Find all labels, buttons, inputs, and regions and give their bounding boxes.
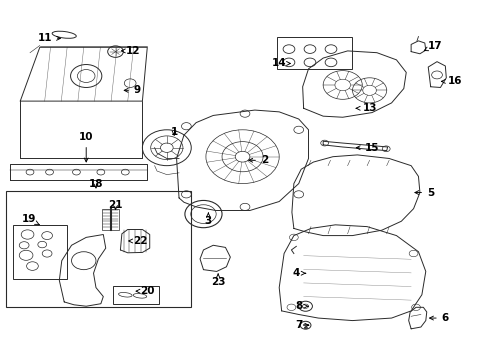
Text: 22: 22 <box>129 236 147 246</box>
Text: 20: 20 <box>136 286 154 296</box>
Text: 1: 1 <box>171 127 178 136</box>
Text: 21: 21 <box>108 200 123 210</box>
Text: 8: 8 <box>295 301 308 311</box>
Bar <box>13 225 67 279</box>
Text: 4: 4 <box>293 268 306 278</box>
Text: 13: 13 <box>356 103 377 113</box>
Bar <box>5 191 191 307</box>
Text: 19: 19 <box>22 215 39 225</box>
Text: 6: 6 <box>430 313 449 323</box>
Text: 7: 7 <box>295 320 309 330</box>
Text: 15: 15 <box>356 143 379 153</box>
Bar <box>277 37 352 69</box>
Text: 10: 10 <box>79 132 94 162</box>
Text: 2: 2 <box>249 155 268 165</box>
Text: 12: 12 <box>122 46 140 56</box>
Text: 3: 3 <box>205 213 212 226</box>
Bar <box>102 209 119 230</box>
Text: 17: 17 <box>424 41 443 51</box>
Text: 23: 23 <box>211 274 225 287</box>
Text: 14: 14 <box>272 58 291 68</box>
Text: 18: 18 <box>89 179 103 189</box>
Text: 11: 11 <box>37 33 60 43</box>
Text: 9: 9 <box>124 85 141 95</box>
Bar <box>113 286 159 304</box>
Text: 16: 16 <box>441 76 463 86</box>
Text: 5: 5 <box>415 188 434 198</box>
